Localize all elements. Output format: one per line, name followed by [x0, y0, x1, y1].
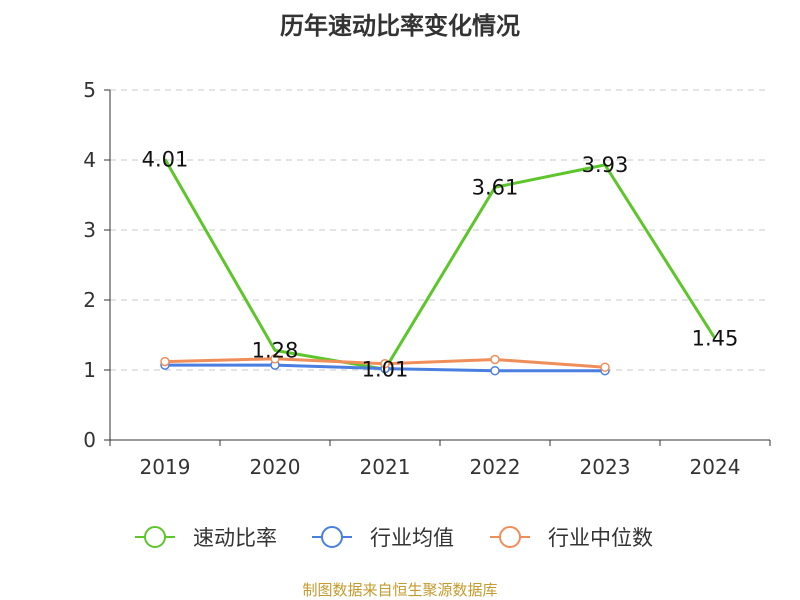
data-label: 3.93	[582, 153, 629, 177]
data-label: 3.61	[472, 175, 519, 199]
y-tick-label: 0	[83, 428, 96, 452]
legend-label: 行业中位数	[548, 526, 653, 550]
grid-lines	[110, 89, 770, 371]
x-tick-label: 2022	[470, 455, 521, 479]
data-label: 1.28	[252, 338, 299, 362]
x-tick-label: 2021	[360, 455, 411, 479]
chart-title: 历年速动比率变化情况	[280, 12, 520, 40]
source-note: 制图数据来自恒生聚源数据库	[302, 581, 498, 599]
y-tick-label: 2	[83, 288, 96, 312]
legend-marker	[321, 526, 343, 548]
data-point	[490, 354, 500, 365]
series	[160, 158, 717, 376]
data-labels: 4.01 1.28 1.01 3.61 3.93 1.45	[142, 147, 739, 381]
y-tick-label: 3	[83, 218, 96, 242]
legend-marker	[499, 526, 521, 548]
data-label: 1.45	[692, 327, 739, 351]
x-tick-label: 2023	[580, 455, 631, 479]
x-tick-label: 2019	[140, 455, 191, 479]
series-line-0	[163, 158, 717, 371]
legend-marker	[144, 526, 166, 548]
legend: 速动比率 行业均值 行业中位数	[135, 526, 653, 550]
legend-label: 行业均值	[370, 526, 454, 550]
axes: 0 1 2 3 4 5 2019 2020 2021 2022 2023 2024	[83, 78, 771, 479]
data-label: 1.01	[362, 357, 409, 381]
data-point	[270, 354, 280, 364]
data-point	[490, 365, 500, 376]
data-point	[600, 362, 610, 372]
x-tick-label: 2020	[250, 455, 301, 479]
y-tick-label: 4	[83, 148, 96, 172]
legend-label: 速动比率	[193, 526, 277, 550]
y-tick-label: 1	[83, 358, 96, 382]
data-point	[380, 358, 390, 369]
data-label: 4.01	[142, 147, 189, 171]
y-tick-label: 5	[83, 78, 96, 102]
x-tick-label: 2024	[690, 455, 741, 479]
data-point	[160, 356, 170, 367]
